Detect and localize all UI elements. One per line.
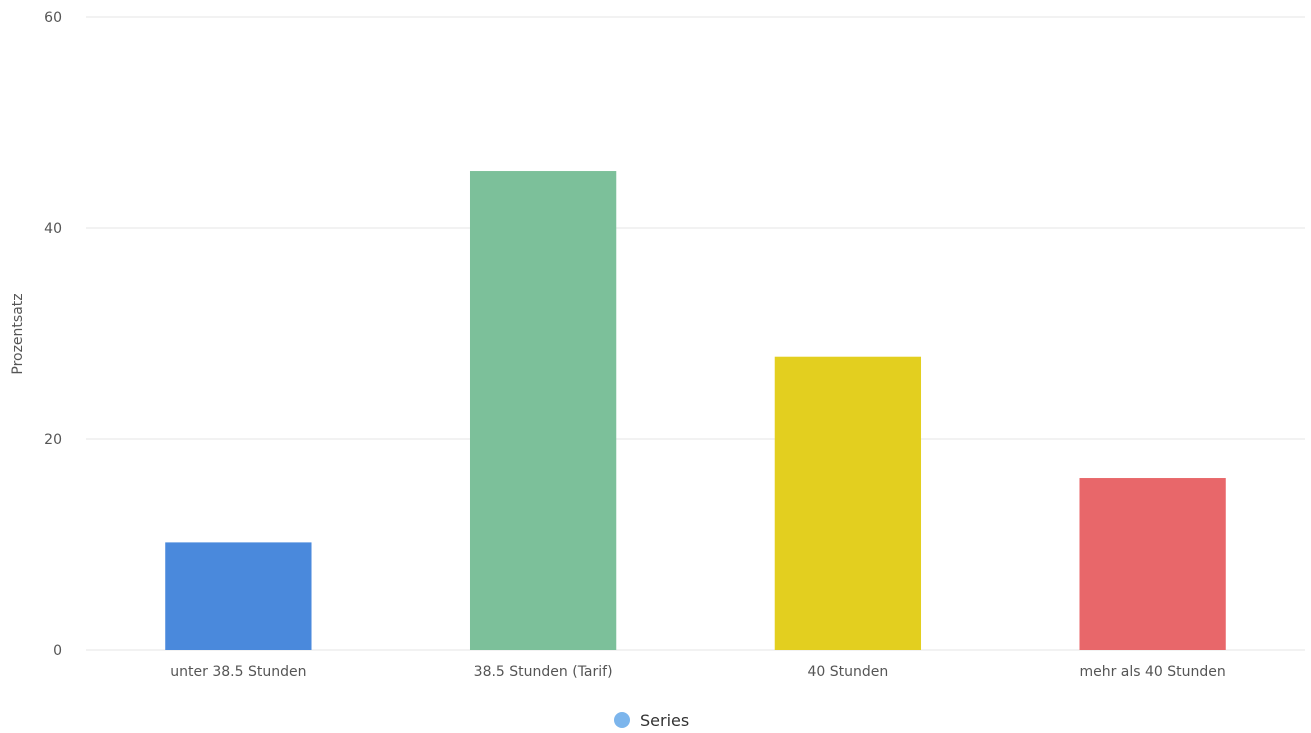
x-tick-label: 38.5 Stunden (Tarif)	[474, 664, 613, 680]
x-axis-tick-labels: unter 38.5 Stunden 38.5 Stunden (Tarif) 40…	[170, 664, 1225, 680]
legend[interactable]: Series	[614, 711, 689, 730]
y-axis-title: Prozentsatz	[10, 293, 26, 374]
y-tick-label: 20	[44, 432, 62, 448]
bar-2[interactable]	[469, 171, 617, 650]
bar-3[interactable]	[774, 356, 922, 650]
x-tick-label: 40 Stunden	[807, 664, 888, 680]
legend-label[interactable]: Series	[640, 711, 689, 730]
x-tick-label: unter 38.5 Stunden	[170, 664, 306, 680]
y-tick-label: 40	[44, 221, 62, 237]
y-tick-label: 0	[53, 643, 62, 659]
y-axis-tick-labels: 0 20 40 60	[44, 10, 62, 659]
y-tick-label: 60	[44, 10, 62, 26]
x-tick-label: mehr als 40 Stunden	[1079, 664, 1225, 680]
bars	[165, 171, 1226, 650]
legend-marker[interactable]	[614, 712, 630, 728]
bar-1[interactable]	[165, 542, 312, 650]
bar-4[interactable]	[1079, 478, 1226, 650]
